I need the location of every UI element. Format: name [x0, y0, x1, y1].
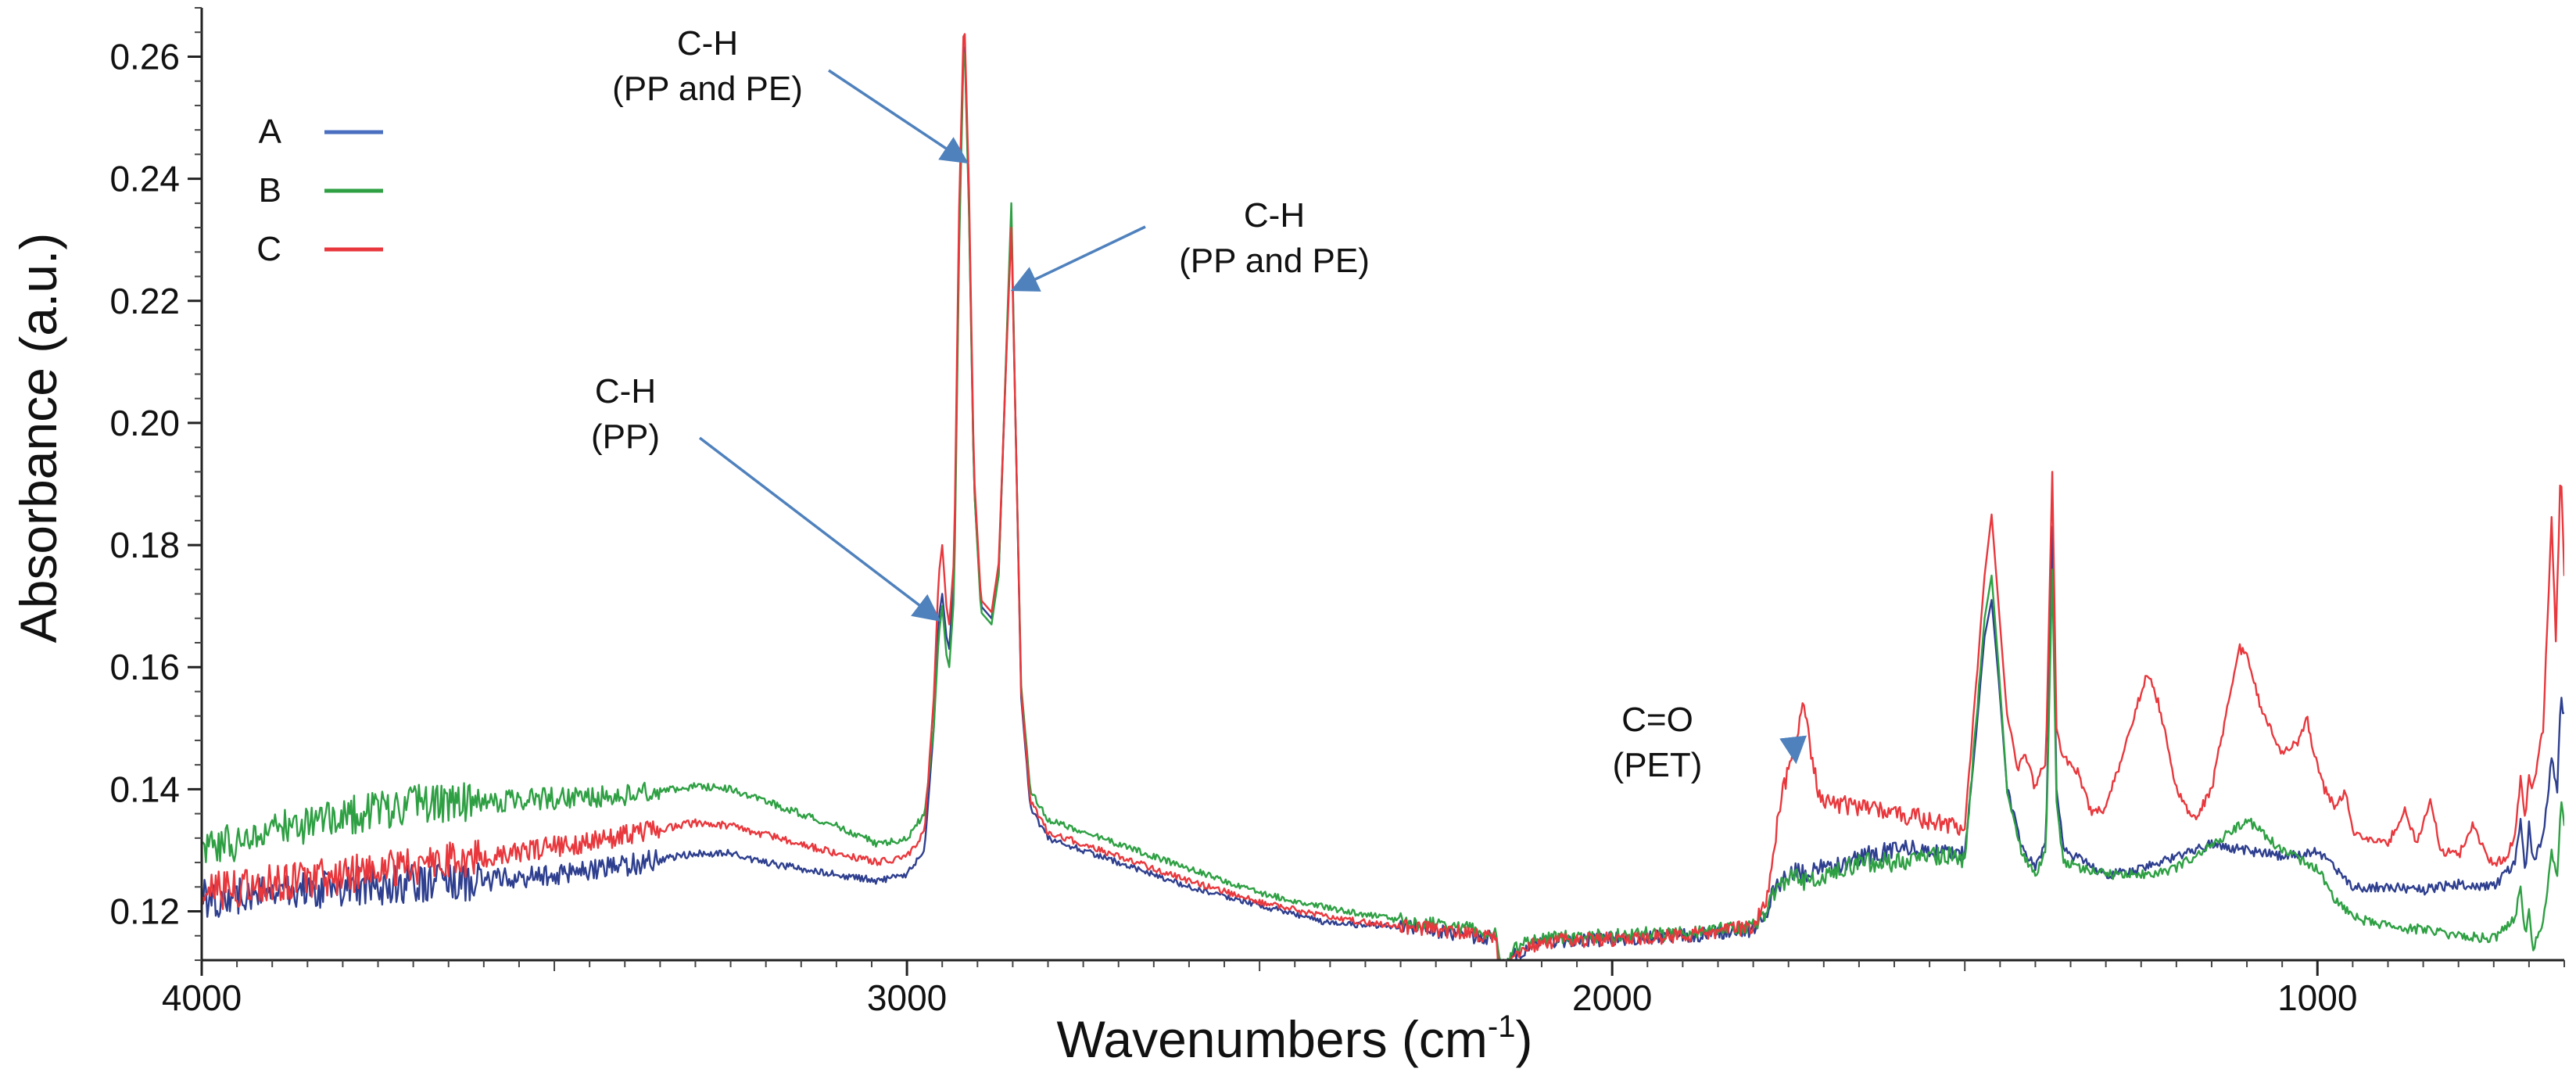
- x-tick-label: 4000: [162, 977, 242, 1018]
- annotation-ch-peak-2950: C-H (PP): [591, 372, 941, 622]
- series-line-b: [202, 52, 2564, 960]
- y-tick-label: 0.16: [109, 647, 180, 687]
- annotation-label: (PP): [591, 418, 660, 456]
- y-tick-label: 0.24: [109, 159, 180, 199]
- annotation-label: C-H: [677, 24, 738, 63]
- x-tick-label: 3000: [867, 977, 947, 1018]
- x-axis-title: Wavenumbers (cm-1): [1057, 1009, 1533, 1068]
- ticks-layer: 4000 3000 2000 1000 0.12 0.14 0.16 0.18 0.20 0.22…: [109, 7, 2565, 1018]
- annotation-label: C=O: [1621, 701, 1693, 739]
- legend-label-b: B: [259, 171, 281, 210]
- series-layer: [202, 33, 2564, 960]
- y-tick-label: 0.20: [109, 403, 180, 443]
- axes-layer: [200, 8, 2564, 962]
- y-tick-label: 0.22: [109, 281, 180, 321]
- annotation-ch-peak-2919: C-H (PP and PE): [612, 24, 969, 164]
- annotation-label: C-H: [1244, 196, 1305, 235]
- annotation-label: (PET): [1613, 746, 1703, 784]
- annotation-label: (PP and PE): [1179, 242, 1370, 280]
- legend-label-a: A: [259, 113, 282, 151]
- annotation-co-peak-1720: C=O (PET): [1613, 701, 1807, 784]
- annotation-arrow: [698, 436, 941, 622]
- y-tick-label: 0.26: [109, 36, 180, 77]
- y-tick-label: 0.14: [109, 769, 180, 809]
- x-tick-label: 1000: [2277, 977, 2357, 1018]
- y-tick-label: 0.12: [109, 891, 180, 932]
- y-tick-label: 0.18: [109, 525, 180, 565]
- annotation-label: C-H: [595, 372, 656, 411]
- annotation-arrow: [1779, 735, 1807, 765]
- annotation-arrow: [828, 69, 969, 164]
- annotation-ch-peak-2850: C-H (PP and PE): [1010, 196, 1370, 292]
- series-line-c: [202, 33, 2564, 960]
- annotation-layer: C-H (PP and PE) C-H (PP and PE) C-H (PP) C=O (P…: [591, 24, 1807, 784]
- annotation-label: (PP and PE): [612, 70, 803, 108]
- legend-label-c: C: [256, 230, 281, 268]
- x-tick-label: 2000: [1572, 977, 1652, 1018]
- annotation-arrow: [1010, 225, 1146, 292]
- legend: ABC: [256, 113, 383, 268]
- y-axis-title: Absorbance (a.u.): [9, 233, 67, 644]
